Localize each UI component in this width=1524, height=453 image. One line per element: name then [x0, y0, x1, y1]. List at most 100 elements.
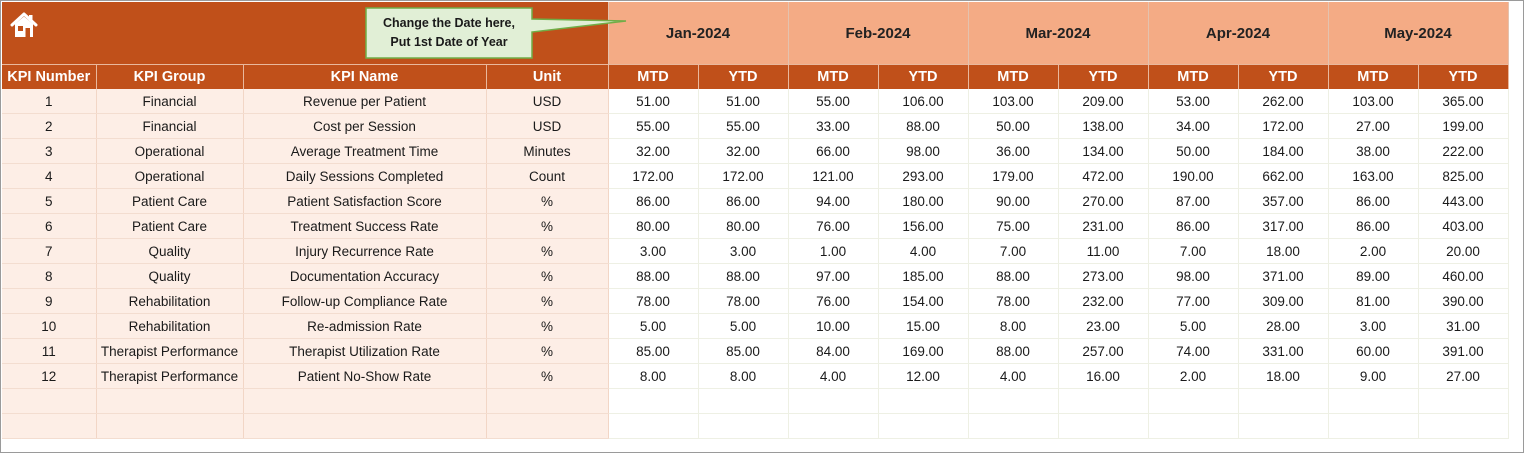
kpi-name-cell[interactable]: Follow-up Compliance Rate [243, 288, 487, 314]
mtd-value-cell[interactable]: 5.00 [1148, 313, 1239, 339]
mtd-value-cell[interactable]: 89.00 [1328, 263, 1419, 289]
kpi-group-cell[interactable] [96, 413, 244, 439]
ytd-value-cell[interactable]: 357.00 [1238, 188, 1329, 214]
mtd-value-cell[interactable]: 2.00 [1148, 363, 1239, 389]
mtd-value-cell[interactable] [1148, 413, 1239, 439]
kpi-number-cell[interactable]: 9 [2, 288, 97, 314]
kpi-number-cell[interactable] [2, 413, 97, 439]
mtd-value-cell[interactable]: 103.00 [1328, 89, 1419, 114]
ytd-value-cell[interactable] [1418, 388, 1509, 414]
ytd-value-cell[interactable]: 5.00 [698, 313, 789, 339]
ytd-value-cell[interactable]: 371.00 [1238, 263, 1329, 289]
kpi-name-cell[interactable]: Daily Sessions Completed [243, 163, 487, 189]
mtd-value-cell[interactable]: 77.00 [1148, 288, 1239, 314]
unit-cell[interactable] [486, 388, 609, 414]
kpi-group-cell[interactable]: Financial [96, 113, 244, 139]
kpi-number-cell[interactable]: 7 [2, 238, 97, 264]
mtd-value-cell[interactable] [968, 413, 1059, 439]
mtd-value-cell[interactable]: 75.00 [968, 213, 1059, 239]
kpi-number-cell[interactable]: 10 [2, 313, 97, 339]
kpi-group-cell[interactable]: Quality [96, 238, 244, 264]
ytd-value-cell[interactable]: 209.00 [1058, 89, 1149, 114]
mtd-value-cell[interactable] [1148, 388, 1239, 414]
ytd-value-cell[interactable]: 180.00 [878, 188, 969, 214]
ytd-value-cell[interactable]: 390.00 [1418, 288, 1509, 314]
mtd-value-cell[interactable]: 2.00 [1328, 238, 1419, 264]
ytd-value-cell[interactable]: 460.00 [1418, 263, 1509, 289]
mtd-value-cell[interactable] [1328, 413, 1419, 439]
ytd-value-cell[interactable]: 15.00 [878, 313, 969, 339]
ytd-value-cell[interactable]: 32.00 [698, 138, 789, 164]
mtd-value-cell[interactable]: 86.00 [1328, 213, 1419, 239]
mtd-value-cell[interactable]: 60.00 [1328, 338, 1419, 364]
mtd-value-cell[interactable] [1328, 388, 1419, 414]
mtd-value-cell[interactable]: 84.00 [788, 338, 879, 364]
ytd-value-cell[interactable]: 88.00 [878, 113, 969, 139]
ytd-value-cell[interactable]: 4.00 [878, 238, 969, 264]
ytd-value-cell[interactable]: 138.00 [1058, 113, 1149, 139]
ytd-value-cell[interactable]: 270.00 [1058, 188, 1149, 214]
mtd-value-cell[interactable]: 76.00 [788, 213, 879, 239]
mtd-value-cell[interactable]: 85.00 [608, 338, 699, 364]
mtd-value-cell[interactable]: 172.00 [608, 163, 699, 189]
kpi-name-cell[interactable]: Re-admission Rate [243, 313, 487, 339]
ytd-value-cell[interactable]: 11.00 [1058, 238, 1149, 264]
mtd-value-cell[interactable]: 88.00 [608, 263, 699, 289]
mtd-value-cell[interactable]: 86.00 [1148, 213, 1239, 239]
unit-cell[interactable] [486, 413, 609, 439]
ytd-value-cell[interactable]: 88.00 [698, 263, 789, 289]
mtd-value-cell[interactable]: 66.00 [788, 138, 879, 164]
mtd-value-cell[interactable]: 88.00 [968, 338, 1059, 364]
mtd-value-cell[interactable]: 74.00 [1148, 338, 1239, 364]
mtd-value-cell[interactable]: 4.00 [968, 363, 1059, 389]
ytd-value-cell[interactable]: 78.00 [698, 288, 789, 314]
kpi-number-cell[interactable]: 4 [2, 163, 97, 189]
ytd-value-cell[interactable]: 662.00 [1238, 163, 1329, 189]
unit-cell[interactable]: % [486, 263, 609, 289]
kpi-number-cell[interactable]: 8 [2, 263, 97, 289]
kpi-name-cell[interactable] [243, 388, 487, 414]
mtd-value-cell[interactable]: 9.00 [1328, 363, 1419, 389]
ytd-value-cell[interactable] [698, 388, 789, 414]
ytd-value-cell[interactable]: 317.00 [1238, 213, 1329, 239]
kpi-number-cell[interactable]: 11 [2, 338, 97, 364]
kpi-number-cell[interactable]: 3 [2, 138, 97, 164]
ytd-value-cell[interactable]: 134.00 [1058, 138, 1149, 164]
ytd-value-cell[interactable]: 273.00 [1058, 263, 1149, 289]
mtd-value-cell[interactable]: 80.00 [608, 213, 699, 239]
ytd-value-cell[interactable] [1238, 388, 1329, 414]
ytd-value-cell[interactable]: 31.00 [1418, 313, 1509, 339]
mtd-value-cell[interactable] [968, 388, 1059, 414]
mtd-value-cell[interactable]: 27.00 [1328, 113, 1419, 139]
ytd-value-cell[interactable]: 156.00 [878, 213, 969, 239]
kpi-group-cell[interactable]: Patient Care [96, 188, 244, 214]
mtd-value-cell[interactable]: 190.00 [1148, 163, 1239, 189]
unit-cell[interactable]: Count [486, 163, 609, 189]
mtd-value-cell[interactable]: 51.00 [608, 89, 699, 114]
ytd-value-cell[interactable]: 232.00 [1058, 288, 1149, 314]
ytd-value-cell[interactable]: 331.00 [1238, 338, 1329, 364]
unit-cell[interactable]: USD [486, 89, 609, 114]
ytd-value-cell[interactable]: 8.00 [698, 363, 789, 389]
mtd-value-cell[interactable]: 4.00 [788, 363, 879, 389]
mtd-value-cell[interactable]: 10.00 [788, 313, 879, 339]
mtd-value-cell[interactable]: 7.00 [1148, 238, 1239, 264]
kpi-name-cell[interactable]: Cost per Session [243, 113, 487, 139]
ytd-value-cell[interactable] [698, 413, 789, 439]
mtd-value-cell[interactable]: 7.00 [968, 238, 1059, 264]
mtd-value-cell[interactable] [788, 413, 879, 439]
kpi-name-cell[interactable]: Therapist Utilization Rate [243, 338, 487, 364]
ytd-value-cell[interactable]: 472.00 [1058, 163, 1149, 189]
ytd-value-cell[interactable]: 51.00 [698, 89, 789, 114]
mtd-value-cell[interactable]: 38.00 [1328, 138, 1419, 164]
ytd-value-cell[interactable]: 293.00 [878, 163, 969, 189]
unit-cell[interactable]: % [486, 238, 609, 264]
ytd-value-cell[interactable]: 12.00 [878, 363, 969, 389]
ytd-value-cell[interactable] [878, 388, 969, 414]
kpi-group-cell[interactable]: Patient Care [96, 213, 244, 239]
kpi-group-cell[interactable]: Quality [96, 263, 244, 289]
kpi-group-cell[interactable]: Operational [96, 163, 244, 189]
mtd-value-cell[interactable]: 163.00 [1328, 163, 1419, 189]
mtd-value-cell[interactable]: 1.00 [788, 238, 879, 264]
mtd-value-cell[interactable]: 32.00 [608, 138, 699, 164]
